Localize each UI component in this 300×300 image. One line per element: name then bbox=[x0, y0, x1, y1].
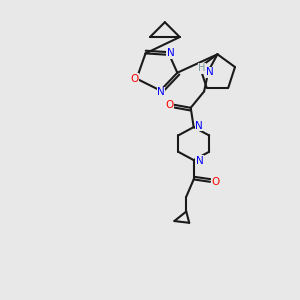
Text: O: O bbox=[165, 100, 173, 110]
Text: O: O bbox=[130, 74, 138, 84]
Text: N: N bbox=[206, 67, 214, 77]
Text: H: H bbox=[198, 63, 206, 73]
Text: O: O bbox=[211, 177, 220, 187]
Text: N: N bbox=[195, 121, 203, 130]
Text: N: N bbox=[167, 48, 175, 59]
Text: N: N bbox=[196, 156, 203, 166]
Text: N: N bbox=[157, 87, 165, 97]
